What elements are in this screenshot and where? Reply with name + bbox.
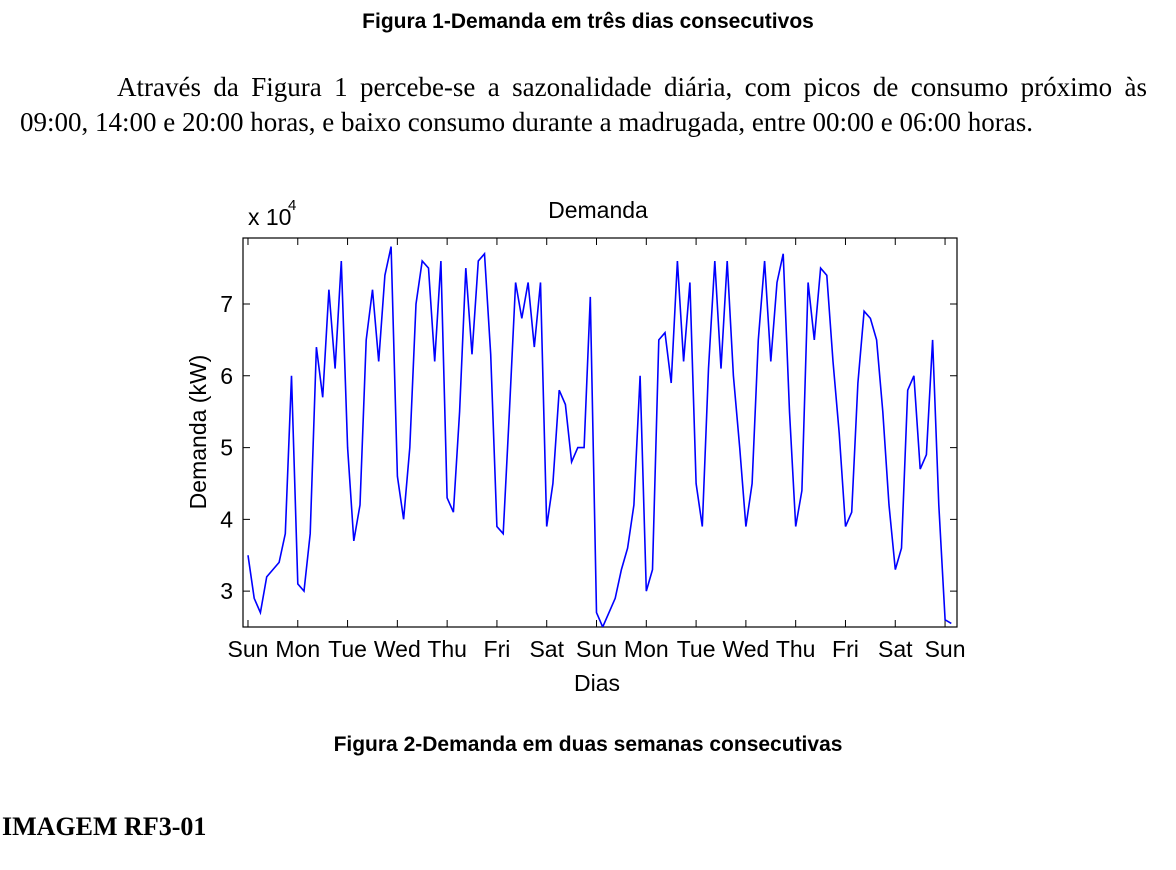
y-multiplier-exponent: 4: [288, 197, 296, 214]
x-axis-label: Dias: [574, 670, 620, 696]
x-tick-label: Sat: [878, 636, 913, 662]
y-tick-label: 6: [220, 363, 233, 389]
paragraph: Através da Figura 1 percebe-se a sazonal…: [20, 72, 1147, 137]
x-tick-label: Mon: [275, 636, 320, 662]
y-tick-label: 3: [220, 578, 233, 604]
x-tick-label: Thu: [776, 636, 816, 662]
y-axis-label: Demanda (kW): [185, 355, 211, 510]
x-tick-label: Wed: [722, 636, 769, 662]
x-tick-label: Sun: [925, 636, 966, 662]
x-tick-label: Tue: [677, 636, 716, 662]
chart-title: Demanda: [548, 197, 648, 223]
x-tick-label: Sun: [576, 636, 617, 662]
x-tick-label: Sat: [529, 636, 564, 662]
x-tick-label: Tue: [328, 636, 367, 662]
y-tick-label: 5: [220, 435, 233, 461]
y-tick-label: 4: [220, 506, 233, 532]
x-tick-label: Sun: [228, 636, 269, 662]
plot-frame: [242, 237, 958, 628]
x-tick-label: Fri: [832, 636, 859, 662]
x-tick-label: Mon: [624, 636, 669, 662]
demand-line: [247, 246, 952, 627]
figure-caption: Figura 1-Demanda em três dias consecutiv…: [362, 10, 814, 33]
chart: Demanda x 10 4 Dias Demanda (kW) 3 4 5 6 7 Su…: [185, 197, 966, 696]
y-tick-label: 7: [220, 291, 233, 317]
figure-caption-2: Figura 2-Demanda em duas semanas consecu…: [333, 733, 843, 756]
x-tick-label: Fri: [484, 636, 511, 662]
x-tick-label: Wed: [374, 636, 421, 662]
y-multiplier: x 10: [248, 204, 291, 230]
x-tick-label: Thu: [427, 636, 467, 662]
image-label: IMAGEM RF3-01: [2, 812, 207, 841]
